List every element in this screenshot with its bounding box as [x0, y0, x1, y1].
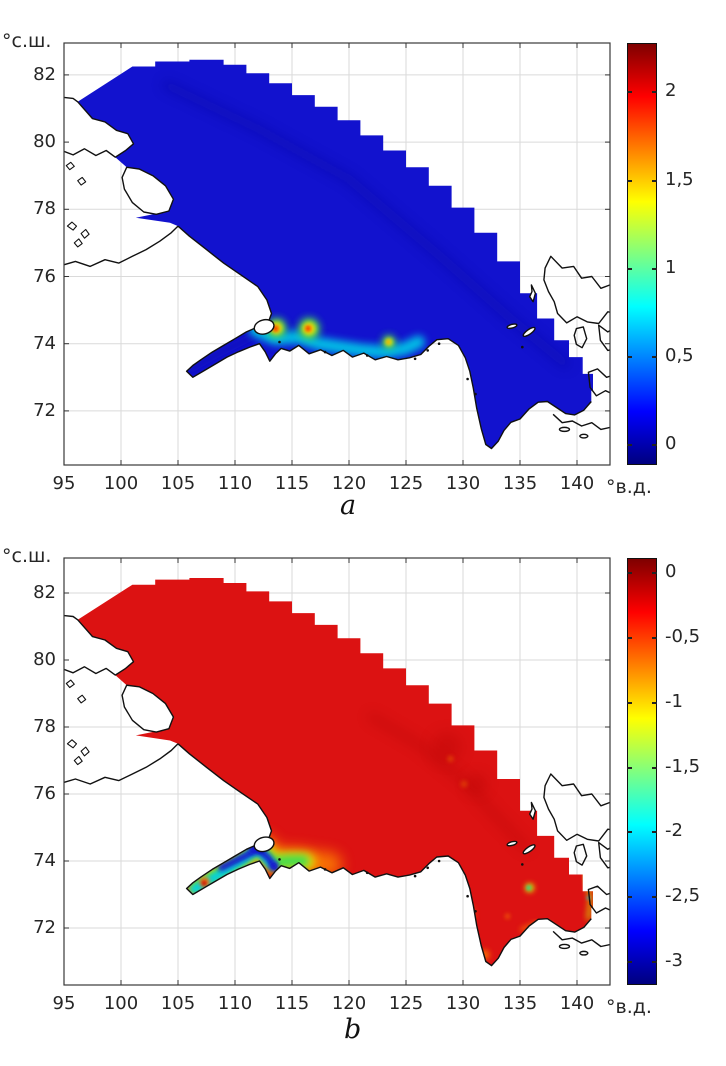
- y-tick-b-74: 74: [33, 850, 56, 872]
- cb-tickmark-a: [652, 91, 657, 94]
- cb-tickmark-a: [652, 355, 657, 358]
- y-tick-b-80: 80: [33, 649, 56, 671]
- x-tick-b-135: 135: [502, 993, 538, 1014]
- y-tick-b-76: 76: [33, 783, 56, 805]
- cb-label-a-1: 1: [665, 256, 677, 278]
- panel-b-xlabel: °в.д.: [606, 996, 652, 1018]
- cb-tickmark-b: [627, 961, 632, 964]
- cb-label-b--1,5: -1,5: [665, 755, 701, 777]
- x-tick-b-110: 110: [217, 993, 253, 1014]
- x-tick-a-140: 140: [559, 473, 595, 494]
- cb-tickmark-b: [652, 701, 657, 704]
- x-tick-b-125: 125: [388, 993, 424, 1014]
- cb-label-b-0: 0: [665, 561, 677, 583]
- y-tick-a-78: 78: [33, 198, 56, 220]
- y-tick-a-82: 82: [33, 63, 56, 85]
- x-tick-a-105: 105: [160, 473, 196, 494]
- x-tick-a-125: 125: [388, 473, 424, 494]
- cb-tickmark-b: [627, 831, 632, 834]
- x-tick-b-130: 130: [445, 993, 481, 1014]
- y-tick-a-80: 80: [33, 131, 56, 153]
- cb-label-b--2,5: -2,5: [665, 885, 701, 907]
- x-tick-a-100: 100: [103, 473, 139, 494]
- x-tick-b-105: 105: [160, 993, 196, 1014]
- y-tick-a-74: 74: [33, 332, 56, 354]
- x-tick-a-130: 130: [445, 473, 481, 494]
- cb-label-a-0,5: 0,5: [665, 344, 694, 366]
- cb-tickmark-a: [652, 267, 657, 270]
- x-tick-b-140: 140: [559, 993, 595, 1014]
- panel-a-ylabel: °с.ш.: [2, 30, 52, 52]
- panel-b-letter: b: [344, 1014, 362, 1045]
- y-tick-a-76: 76: [33, 265, 56, 287]
- y-tick-b-78: 78: [33, 716, 56, 738]
- x-tick-a-110: 110: [217, 473, 253, 494]
- cb-tickmark-a: [652, 444, 657, 447]
- x-tick-a-95: 95: [52, 473, 76, 494]
- y-tick-a-72: 72: [33, 399, 56, 421]
- cb-label-b--1: -1: [665, 690, 683, 712]
- cb-label-b--3: -3: [665, 950, 683, 972]
- sea-domain-a: [77, 59, 593, 449]
- cb-tickmark-a: [627, 91, 632, 94]
- panel-a-letter: a: [340, 490, 357, 521]
- land-layer-a: [64, 96, 610, 450]
- panel-b-colorbar: [627, 558, 657, 985]
- panel-a-xlabel: °в.д.: [606, 476, 652, 498]
- tick-marks-a: [63, 43, 610, 465]
- cb-tickmark-a: [627, 267, 632, 270]
- y-tick-b-82: 82: [33, 582, 56, 604]
- x-tick-a-120: 120: [331, 473, 367, 494]
- plot-frame-b: [63, 557, 611, 986]
- cb-label-a-0: 0: [665, 433, 677, 455]
- x-tick-b-95: 95: [52, 993, 76, 1014]
- tick-marks-b: [63, 558, 610, 985]
- cb-tickmark-b: [652, 636, 657, 639]
- cb-tickmark-a: [627, 355, 632, 358]
- begichev-island-a: [253, 318, 275, 335]
- cb-tickmark-b: [652, 766, 657, 769]
- cb-tickmark-b: [652, 572, 657, 575]
- cb-tickmark-b: [627, 766, 632, 769]
- cb-tickmark-a: [652, 179, 657, 182]
- cb-tickmark-b: [652, 831, 657, 834]
- panel-a-colorbar: [627, 43, 657, 465]
- land-layer-b: [64, 614, 610, 967]
- x-tick-a-135: 135: [502, 473, 538, 494]
- cb-tickmark-b: [627, 896, 632, 899]
- cb-label-b--0,5: -0,5: [665, 625, 701, 647]
- panel-b-ylabel: °с.ш.: [2, 545, 52, 567]
- x-tick-b-115: 115: [274, 993, 310, 1014]
- cb-tickmark-b: [627, 701, 632, 704]
- cb-label-a-1,5: 1,5: [665, 168, 694, 190]
- cb-tickmark-b: [627, 572, 632, 575]
- cb-tickmark-b: [652, 961, 657, 964]
- y-tick-b-72: 72: [33, 917, 56, 939]
- x-tick-a-115: 115: [274, 473, 310, 494]
- cb-tickmark-b: [627, 636, 632, 639]
- x-tick-b-100: 100: [103, 993, 139, 1014]
- cb-tickmark-b: [652, 896, 657, 899]
- map-panel-a: [63, 42, 611, 466]
- cb-label-b--2: -2: [665, 820, 683, 842]
- cb-tickmark-a: [627, 444, 632, 447]
- plot-frame-a: [63, 42, 611, 466]
- begichev-island-b: [253, 836, 275, 853]
- cb-label-a-2: 2: [665, 80, 677, 102]
- x-tick-b-120: 120: [331, 993, 367, 1014]
- cb-tickmark-a: [627, 179, 632, 182]
- map-panel-b: [63, 557, 611, 986]
- sea-domain-b: [77, 578, 593, 966]
